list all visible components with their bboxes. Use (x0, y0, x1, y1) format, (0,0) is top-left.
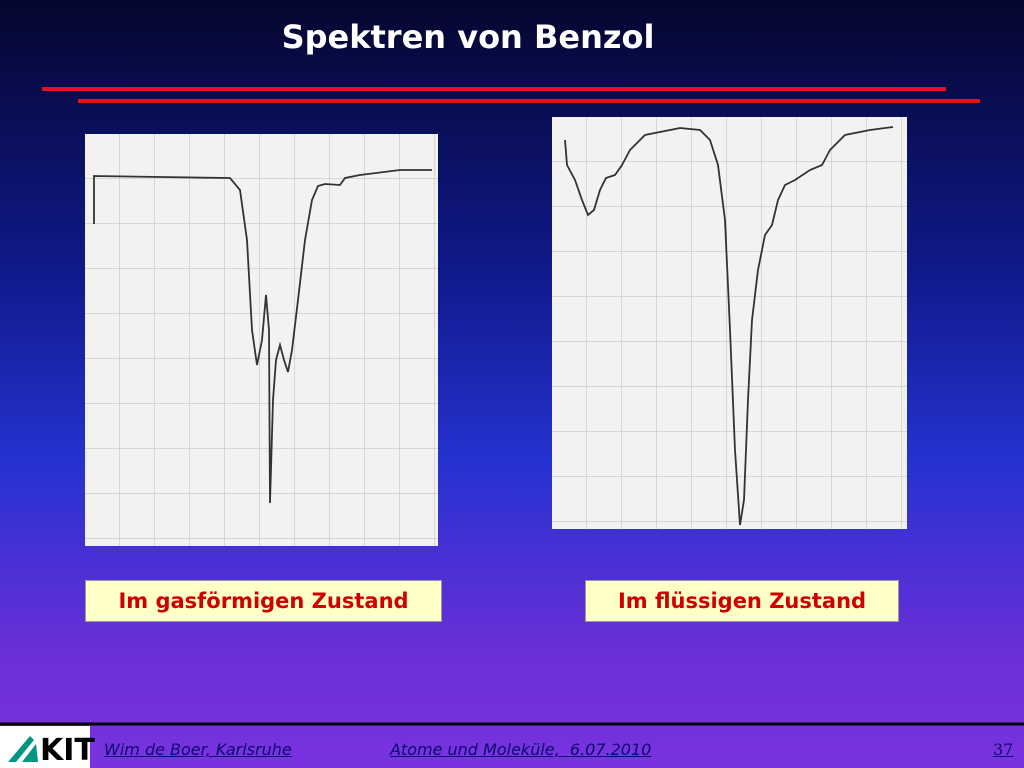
caption: Im gasförmigen Zustand (85, 580, 442, 622)
caption: Im flüssigen Zustand (585, 580, 899, 622)
spectrum-liquid (552, 117, 907, 529)
slide-title: Spektren von Benzol (281, 18, 655, 56)
page-number: 37 (993, 740, 1014, 759)
logo: KIT (0, 726, 95, 768)
spectrum-gas (85, 134, 438, 546)
footer-topic: Atome und Moleküle, 6.07.2010 (390, 740, 652, 759)
svg-text:KIT: KIT (40, 733, 95, 768)
footer-author: Wim de Boer, Karlsruhe (104, 740, 292, 759)
